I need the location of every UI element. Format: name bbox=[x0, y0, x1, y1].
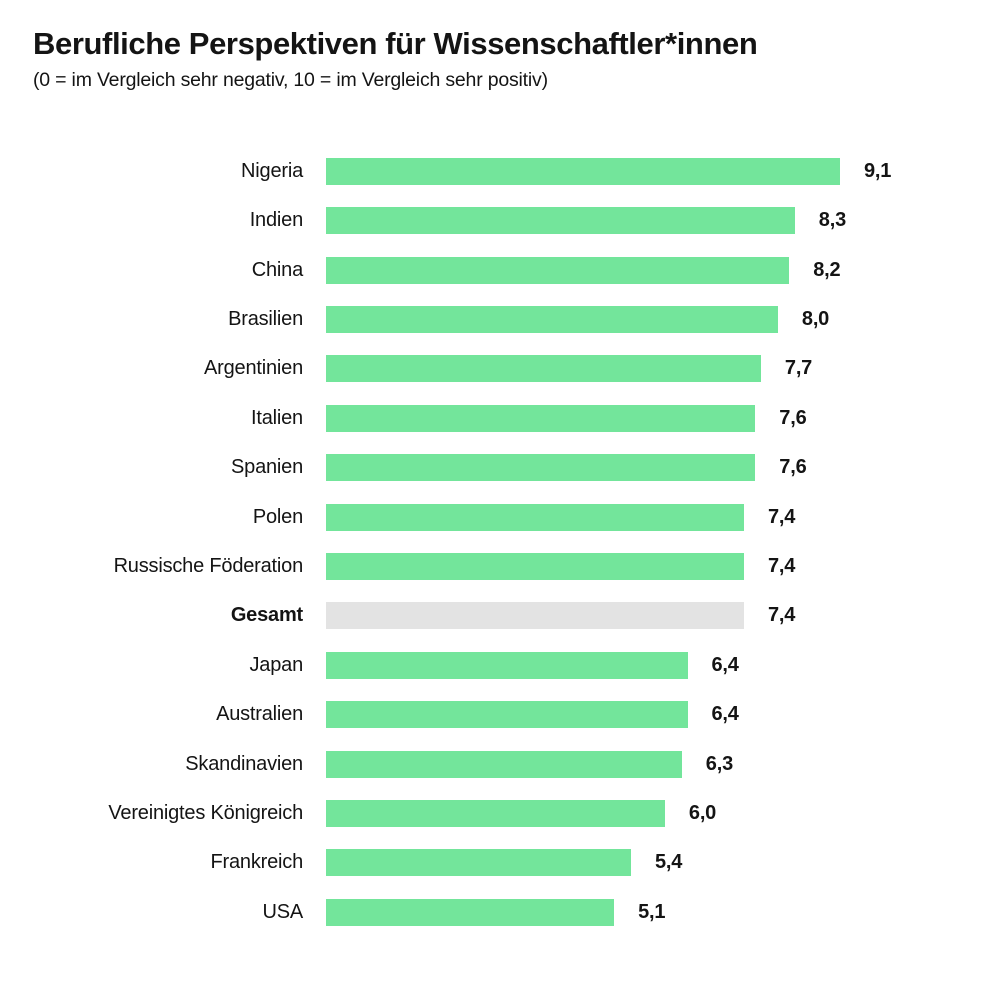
chart-row: Gesamt 7,4 bbox=[33, 591, 992, 640]
bar-track: 7,7 bbox=[326, 355, 992, 383]
category-label: Spanien bbox=[231, 456, 303, 479]
bar-track: 7,6 bbox=[326, 454, 992, 482]
category-label: Russische Föderation bbox=[113, 554, 304, 577]
bar bbox=[326, 701, 688, 729]
bar-track: 5,1 bbox=[326, 898, 992, 926]
bar bbox=[326, 157, 840, 185]
bar bbox=[326, 306, 778, 333]
value-label: 6,3 bbox=[705, 752, 733, 775]
chart-row: Frankreich 5,4 bbox=[33, 838, 992, 887]
category-label: China bbox=[251, 258, 303, 281]
bar-track: 7,4 bbox=[326, 552, 992, 580]
value-label: 7,6 bbox=[779, 456, 807, 479]
value-label: 8,2 bbox=[813, 258, 841, 281]
bar-track: 6,3 bbox=[326, 750, 992, 778]
bar-track: 6,4 bbox=[326, 701, 992, 729]
chart-row: Brasilien 8,0 bbox=[33, 295, 992, 344]
category-label: Skandinavien bbox=[185, 752, 303, 775]
value-label: 6,4 bbox=[711, 703, 739, 726]
bar bbox=[326, 454, 756, 482]
bar bbox=[326, 651, 688, 679]
chart-row: Australien 6,4 bbox=[33, 690, 992, 739]
value-label: 8,0 bbox=[801, 308, 830, 330]
value-label: 6,4 bbox=[711, 653, 739, 676]
chart-row: China 8,2 bbox=[33, 245, 992, 294]
bar-track: 9,1 bbox=[326, 157, 992, 185]
bar-track: 7,6 bbox=[326, 404, 992, 432]
category-label: Gesamt bbox=[230, 604, 303, 627]
bar bbox=[326, 898, 615, 926]
category-label: Indien bbox=[249, 209, 303, 232]
category-label: Japan bbox=[249, 653, 304, 676]
category-label: Argentinien bbox=[204, 357, 303, 380]
bar-chart: Nigeria 9,1 Indien 8,3 China 8,2 Brasilien 8,0 A… bbox=[33, 147, 992, 937]
chart-row: Russische Föderation 7,4 bbox=[33, 542, 992, 591]
value-label: 8,3 bbox=[818, 209, 846, 232]
bar-track: 6,0 bbox=[326, 799, 992, 827]
bar-track: 8,3 bbox=[326, 207, 992, 235]
chart-subtitle: (0 = im Vergleich sehr negativ, 10 = im … bbox=[33, 68, 548, 91]
category-label: Brasilien bbox=[228, 308, 303, 330]
value-label: 7,6 bbox=[779, 406, 807, 429]
value-label: 6,0 bbox=[688, 801, 717, 824]
category-label: Nigeria bbox=[241, 159, 303, 182]
bar bbox=[326, 552, 744, 580]
bar-track: 8,0 bbox=[326, 306, 992, 333]
chart-row: Argentinien 7,7 bbox=[33, 344, 992, 393]
category-label: USA bbox=[262, 900, 303, 923]
chart-row: Spanien 7,6 bbox=[33, 443, 992, 492]
chart-row: Nigeria 9,1 bbox=[33, 147, 992, 196]
chart-row: USA 5,1 bbox=[33, 888, 992, 937]
chart-row: Vereinigtes Königreich 6,0 bbox=[33, 789, 992, 838]
value-label: 7,4 bbox=[768, 604, 796, 627]
category-label: Australien bbox=[216, 703, 303, 726]
value-label: 9,1 bbox=[864, 159, 892, 182]
category-label: Polen bbox=[252, 505, 303, 528]
chart-row: Polen 7,4 bbox=[33, 492, 992, 541]
bar bbox=[326, 750, 682, 778]
value-label: 5,4 bbox=[655, 851, 683, 874]
value-label: 7,4 bbox=[768, 505, 796, 528]
bar-track: 8,2 bbox=[326, 256, 992, 284]
bar bbox=[326, 849, 631, 877]
chart-row: Indien 8,3 bbox=[33, 196, 992, 245]
bar-track: 6,4 bbox=[326, 651, 992, 679]
chart-row: Italien 7,6 bbox=[33, 394, 992, 443]
chart-row: Japan 6,4 bbox=[33, 641, 992, 690]
bar-track: 7,4 bbox=[326, 602, 992, 630]
bar bbox=[326, 256, 790, 284]
bar bbox=[326, 503, 744, 531]
value-label: 7,7 bbox=[784, 357, 813, 380]
bar-track: 7,4 bbox=[326, 503, 992, 531]
bar bbox=[326, 404, 756, 432]
chart-row: Skandinavien 6,3 bbox=[33, 739, 992, 788]
bar bbox=[326, 355, 761, 383]
category-label: Vereinigtes Königreich bbox=[108, 801, 303, 824]
bar-track: 5,4 bbox=[326, 849, 992, 877]
chart-title: Berufliche Perspektiven für Wissenschaft… bbox=[33, 26, 758, 61]
value-label: 5,1 bbox=[638, 900, 666, 923]
category-label: Frankreich bbox=[210, 851, 304, 874]
category-label: Italien bbox=[251, 406, 303, 429]
value-label: 7,4 bbox=[768, 554, 796, 577]
bar-highlight bbox=[326, 602, 744, 630]
bar bbox=[326, 207, 795, 235]
bar bbox=[326, 799, 665, 827]
